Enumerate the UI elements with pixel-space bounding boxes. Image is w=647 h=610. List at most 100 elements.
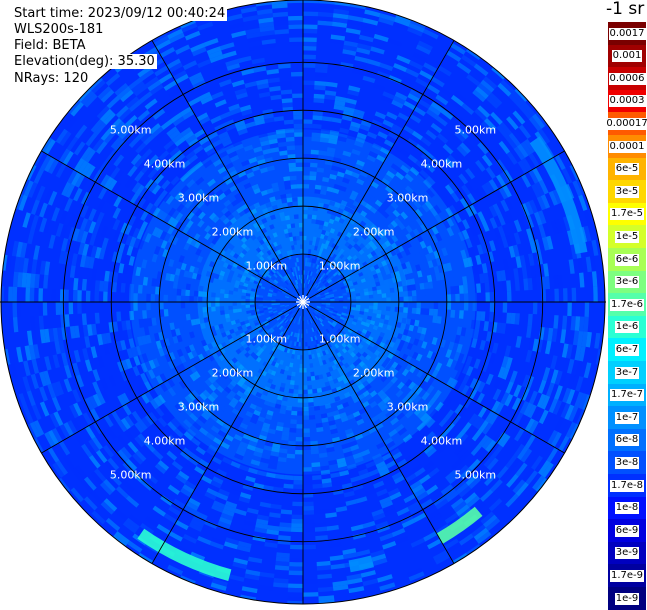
range-gate-cell [360, 120, 372, 128]
range-gate-cell [324, 94, 336, 101]
range-gate-cell [392, 265, 399, 273]
range-gate-cell [206, 487, 219, 497]
range-gate-cell [317, 338, 322, 344]
range-gate-cell [323, 203, 330, 209]
range-gate-cell [303, 501, 314, 507]
range-gate-cell [248, 175, 257, 183]
range-gate-cell [520, 174, 532, 188]
range-gate-cell [303, 385, 308, 390]
range-gate-cell [325, 294, 330, 298]
range-gate-cell [287, 154, 296, 159]
range-gate-cell [406, 284, 412, 292]
range-gate-cell [105, 332, 112, 344]
range-gate-cell [128, 136, 141, 149]
colorbar-label: 3e-6 [614, 276, 640, 289]
range-gate-cell [456, 343, 463, 354]
range-gate-cell [425, 431, 436, 441]
range-gate-cell [267, 292, 273, 296]
range-gate-cell [480, 120, 494, 134]
range-gate-cell [245, 340, 252, 347]
range-gate-cell [23, 180, 34, 197]
range-gate-cell [272, 246, 277, 253]
range-gate-cell [557, 274, 563, 289]
range-gate-cell [303, 279, 306, 284]
range-gate-cell [525, 201, 534, 215]
range-gate-cell [195, 446, 206, 456]
range-gate-cell [323, 289, 328, 293]
range-gate-cell [454, 131, 466, 143]
range-gate-cell [255, 351, 262, 357]
range-gate-cell [215, 218, 223, 226]
range-gate-cell [531, 277, 538, 290]
range-gate-cell [524, 418, 535, 433]
range-gate-cell [225, 537, 239, 546]
range-gate-cell [315, 348, 320, 354]
range-gate-cell [383, 508, 397, 517]
range-gate-cell [303, 63, 316, 68]
range-gate-cell [357, 383, 365, 391]
range-gate-cell [195, 176, 205, 186]
range-gate-cell [290, 71, 303, 77]
colorbar-label: 1e-5 [614, 230, 640, 243]
range-gate-cell [192, 398, 202, 407]
range-gate-cell [297, 350, 301, 356]
range-gate-cell [171, 385, 180, 395]
range-gate-cell [106, 476, 119, 490]
range-gate-cell [541, 236, 550, 251]
range-gate-cell [483, 76, 498, 90]
range-gate-cell [409, 505, 423, 515]
range-gate-cell [282, 317, 287, 322]
range-gate-cell [281, 346, 286, 352]
range-gate-cell [25, 287, 31, 302]
range-gate-cell [67, 169, 78, 184]
range-gate-cell [355, 246, 362, 252]
range-gate-cell [298, 320, 301, 325]
range-gate-cell [465, 365, 474, 377]
range-gate-cell [244, 346, 251, 353]
range-gate-cell [368, 150, 379, 159]
range-gate-cell [476, 311, 482, 321]
range-gate-cell [117, 86, 132, 99]
colorbar-cell: 6e-8 [608, 428, 646, 452]
range-gate-cell [112, 207, 122, 219]
colorbar-label: 6e-5 [614, 163, 640, 176]
range-gate-cell [207, 178, 216, 187]
range-gate-cell [404, 248, 411, 256]
range-label: 5.00km [455, 468, 497, 481]
range-gate-cell [31, 404, 42, 421]
range-gate-cell [310, 440, 319, 446]
range-gate-cell [285, 279, 290, 285]
range-gate-cell [568, 259, 575, 274]
range-gate-cell [320, 465, 330, 471]
range-gate-cell [426, 274, 433, 283]
range-gate-cell [218, 323, 224, 330]
range-gate-cell [268, 272, 274, 277]
range-gate-cell [280, 262, 285, 268]
range-gate-cell [151, 466, 164, 478]
range-gate-cell [236, 390, 244, 398]
range-gate-cell [281, 93, 293, 99]
range-gate-cell [312, 240, 316, 246]
range-gate-cell [256, 235, 263, 242]
range-gate-cell [92, 369, 101, 382]
range-gate-cell [187, 476, 199, 487]
range-gate-cell [70, 487, 84, 503]
range-gate-cell [271, 204, 279, 211]
range-gate-cell [82, 412, 93, 426]
range-gate-cell [291, 410, 298, 416]
range-gate-cell [553, 275, 559, 289]
range-gate-cell [380, 242, 388, 250]
range-gate-cell [197, 535, 212, 546]
range-gate-cell [358, 249, 365, 255]
range-gate-cell [344, 428, 353, 435]
range-gate-cell [445, 469, 457, 481]
range-gate-cell [222, 139, 233, 147]
range-gate-cell [237, 540, 252, 549]
range-gate-cell [258, 335, 264, 341]
range-gate-cell [253, 328, 259, 334]
range-gate-cell [179, 355, 187, 364]
range-gate-cell [368, 305, 374, 310]
range-gate-cell [274, 236, 280, 242]
range-gate-cell [308, 354, 312, 360]
range-gate-cell [547, 327, 554, 342]
